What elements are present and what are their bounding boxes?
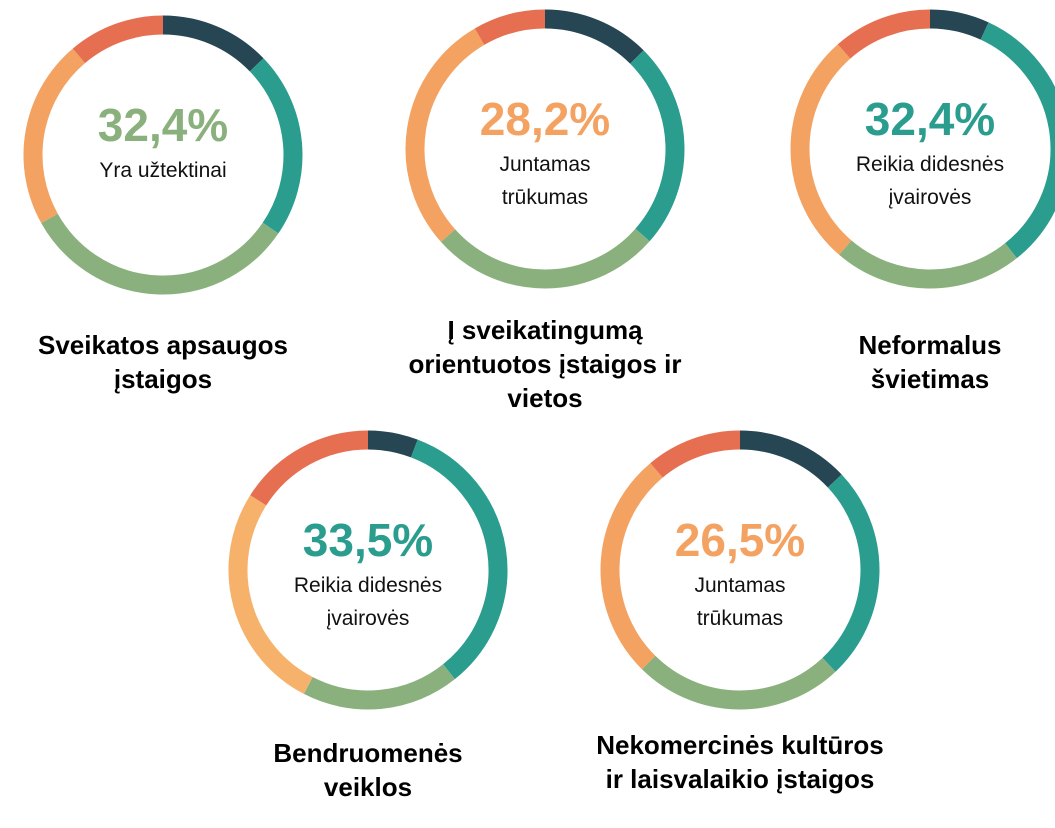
center-value: 32,4% [97, 99, 229, 151]
center-value: 32,4% [864, 93, 996, 145]
center-text: Reikia didesnės įvairovės [293, 574, 443, 630]
donut-segment [41, 213, 279, 295]
donut-segment [440, 228, 650, 289]
donut-segment [249, 58, 303, 234]
donut-segment [822, 474, 880, 672]
chart-title: Neformalus švietimas [858, 330, 1002, 394]
center-value: 26,5% [674, 514, 806, 566]
chart-title: Į sveikatingumą orientuotos įstaigos ir … [408, 315, 682, 413]
donut-segment [790, 44, 852, 255]
center-text: Juntamas trūkumas [694, 574, 786, 630]
donut-segment [72, 15, 164, 64]
donut-segment [162, 15, 264, 72]
donut-segment [630, 50, 685, 242]
donut-segment [544, 9, 644, 64]
chart-title: Sveikatos apsaugos įstaigos [38, 330, 288, 394]
donut-segment [474, 9, 546, 46]
center-text: Yra užtektinai [99, 159, 227, 182]
donut-segment [228, 495, 313, 694]
chart-title: Bendruomenės veiklos [273, 738, 463, 802]
donut-segment [250, 430, 369, 506]
donut-segment [837, 9, 931, 59]
donut-segment [405, 28, 485, 242]
donut-segment [600, 463, 663, 670]
donut-segment [650, 430, 741, 478]
center-text: Reikia didesnės įvairovės [855, 153, 1005, 209]
donut-segment [367, 430, 418, 458]
center-value: 33,5% [302, 514, 434, 566]
donut-segment [739, 430, 842, 488]
donut-segment [303, 664, 455, 710]
donut-segment [23, 48, 86, 223]
donut-segment [980, 22, 1055, 259]
center-value: 28,2% [479, 93, 611, 145]
donut-segment [839, 240, 1017, 289]
donut-segment [410, 439, 508, 680]
donut-segment [929, 9, 989, 40]
chart-title: Nekomercinės kultūros ir laisvalaikio įs… [596, 730, 884, 794]
donut-segment [641, 655, 836, 710]
center-text: Juntamas trūkumas [499, 153, 591, 209]
